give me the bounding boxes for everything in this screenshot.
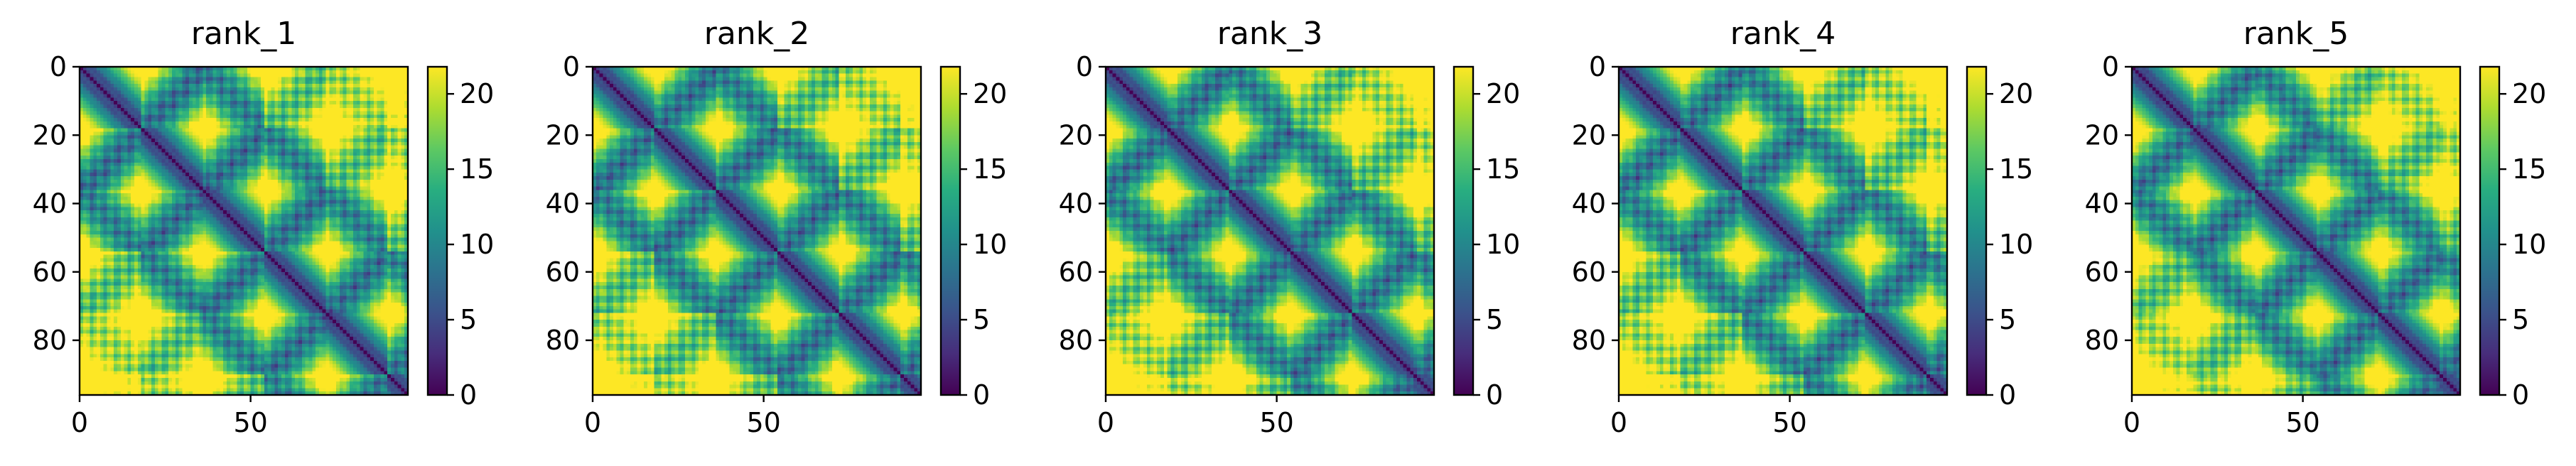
colorbar-tick-label: 10 (973, 229, 1007, 260)
colorbar-tick-label: 20 (460, 78, 494, 109)
colorbar (1454, 67, 1473, 395)
panel-title: rank_2 (704, 16, 809, 52)
x-tick-label: 50 (1772, 407, 1806, 438)
colorbar-tick-label: 20 (1486, 78, 1520, 109)
panel-5: rank_5 0 20 40 60 80 0 50 0 5 10 15 20 (2085, 16, 2547, 438)
y-tick-label: 20 (2085, 119, 2119, 151)
colorbar-tick-label: 0 (2512, 379, 2529, 411)
panel-4: rank_4 0 20 40 60 80 0 50 0 5 10 15 20 (1572, 16, 2034, 438)
y-tick-label: 60 (2085, 256, 2119, 288)
panel-title: rank_5 (2243, 16, 2349, 52)
colorbar-tick-label: 5 (973, 304, 990, 335)
heatmap-frame (1104, 65, 1435, 396)
colorbar-tick-label: 10 (1999, 229, 2033, 260)
y-tick-label: 60 (1059, 256, 1093, 288)
heatmap-image (1619, 67, 1947, 395)
heatmap-image (2132, 67, 2460, 395)
panel-2: rank_2 0 20 40 60 80 0 50 0 5 10 15 20 (546, 16, 1008, 438)
colorbar (941, 67, 960, 395)
colorbar-tick-label: 15 (1999, 153, 2033, 185)
x-tick-label: 0 (2123, 407, 2140, 438)
y-tick-label: 80 (1059, 325, 1093, 356)
colorbar-frame (939, 65, 961, 396)
colorbar-tick-label: 10 (2512, 229, 2546, 260)
heatmap-frame (2130, 65, 2462, 396)
panel-3: rank_3 0 20 40 60 80 0 50 0 5 10 15 20 (1059, 16, 1521, 438)
x-tick-label: 0 (584, 407, 601, 438)
colorbar-tick-label: 10 (460, 229, 494, 260)
y-tick-label: 0 (2102, 51, 2119, 82)
y-tick-label: 0 (563, 51, 580, 82)
y-tick-label: 0 (1589, 51, 1606, 82)
y-tick-label: 0 (50, 51, 67, 82)
colorbar-tick-label: 0 (1486, 379, 1503, 411)
heatmap-frame (591, 65, 922, 396)
colorbar-tick-label: 5 (460, 304, 477, 335)
x-tick-label: 50 (233, 407, 267, 438)
colorbar-tick-label: 5 (1999, 304, 2016, 335)
y-tick-label: 40 (1059, 188, 1093, 220)
colorbar-tick-label: 20 (1999, 78, 2033, 109)
x-tick-label: 50 (2285, 407, 2319, 438)
heatmap-frame (78, 65, 409, 396)
x-tick-label: 0 (1610, 407, 1627, 438)
colorbar-tick-label: 20 (973, 78, 1007, 109)
y-tick-label: 0 (1076, 51, 1093, 82)
colorbar-tick-label: 15 (973, 153, 1007, 185)
y-tick-label: 60 (546, 256, 580, 288)
colorbar (2480, 67, 2499, 395)
colorbar-tick-label: 15 (460, 153, 494, 185)
colorbar (428, 67, 447, 395)
colorbar-tick-label: 15 (1486, 153, 1520, 185)
y-tick-label: 80 (2085, 325, 2119, 356)
colorbar-tick-label: 10 (1486, 229, 1520, 260)
panel-title: rank_1 (191, 16, 296, 52)
y-tick-label: 20 (1572, 119, 1606, 151)
colorbar-tick-label: 5 (2512, 304, 2529, 335)
y-tick-label: 60 (33, 256, 67, 288)
x-tick-label: 0 (1097, 407, 1114, 438)
x-tick-label: 50 (746, 407, 780, 438)
colorbar-frame (1453, 65, 1475, 396)
y-tick-label: 80 (546, 325, 580, 356)
colorbar-tick-label: 0 (460, 379, 477, 411)
panel-title: rank_4 (1730, 16, 1836, 52)
colorbar-frame (2479, 65, 2501, 396)
y-tick-label: 40 (546, 188, 580, 220)
heatmap-image (593, 67, 921, 395)
panel-1: rank_1 0 20 40 60 80 0 50 0 5 10 15 20 (33, 16, 495, 438)
y-tick-label: 20 (1059, 119, 1093, 151)
y-tick-label: 40 (1572, 188, 1606, 220)
colorbar-tick-label: 0 (973, 379, 990, 411)
y-tick-label: 80 (1572, 325, 1606, 356)
y-tick-label: 20 (33, 119, 67, 151)
x-tick-label: 50 (1259, 407, 1293, 438)
y-tick-label: 80 (33, 325, 67, 356)
x-tick-label: 0 (71, 407, 88, 438)
y-tick-label: 20 (546, 119, 580, 151)
colorbar-frame (426, 65, 448, 396)
colorbar-tick-label: 0 (1999, 379, 2016, 411)
y-tick-label: 60 (1572, 256, 1606, 288)
colorbar-tick-label: 5 (1486, 304, 1503, 335)
heatmap-frame (1617, 65, 1949, 396)
panel-title: rank_3 (1217, 16, 1322, 52)
colorbar-frame (1966, 65, 1988, 396)
y-tick-label: 40 (33, 188, 67, 220)
colorbar-tick-label: 15 (2512, 153, 2546, 185)
heatmap-image (80, 67, 408, 395)
heatmap-image (1106, 67, 1434, 395)
colorbar (1967, 67, 1986, 395)
y-tick-label: 40 (2085, 188, 2119, 220)
colorbar-tick-label: 20 (2512, 78, 2546, 109)
